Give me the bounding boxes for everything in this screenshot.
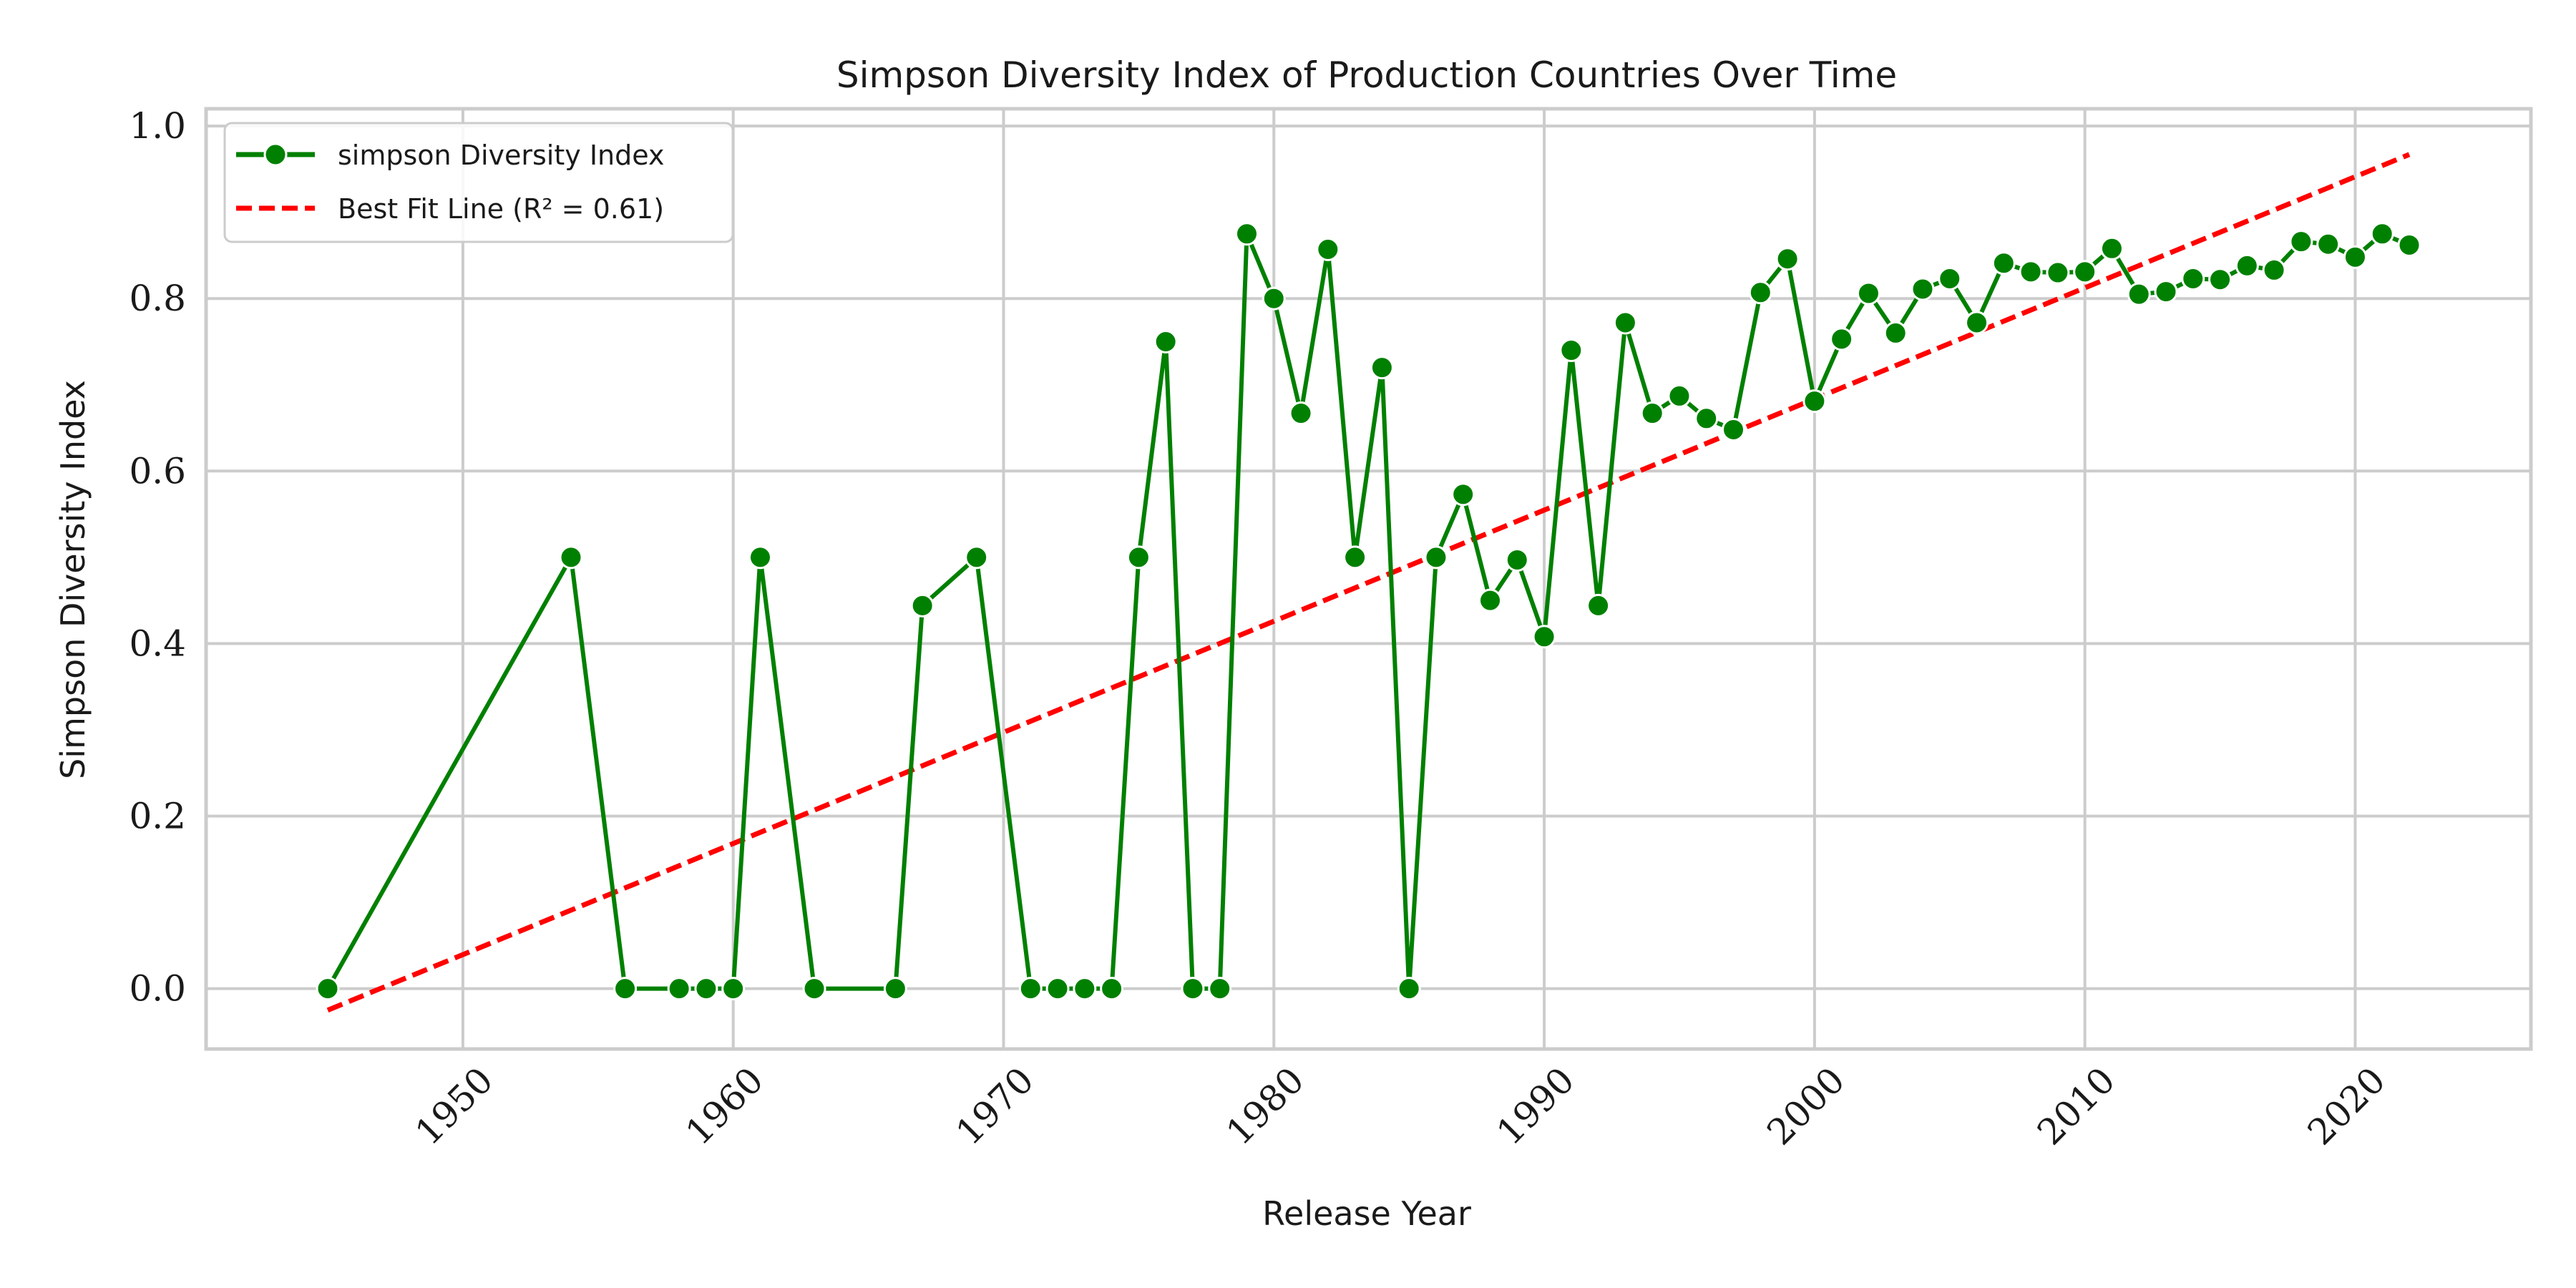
- data-point-2013: [2154, 280, 2178, 304]
- data-point-1990: [1532, 625, 1556, 649]
- data-point-1993: [1613, 311, 1637, 335]
- data-point-1981: [1289, 401, 1313, 426]
- plot-frame: [204, 107, 2533, 1051]
- data-point-1985: [1397, 977, 1421, 1001]
- data-point-1966: [883, 977, 907, 1001]
- data-point-2019: [2316, 232, 2341, 256]
- data-point-1992: [1586, 593, 1611, 618]
- data-point-2003: [1883, 321, 1908, 345]
- chart-title: Simpson Diversity Index of Production Co…: [836, 54, 1897, 96]
- data-point-2002: [1856, 281, 1880, 306]
- data-point-2010: [2073, 260, 2097, 284]
- data-point-1980: [1262, 286, 1286, 311]
- data-point-1972: [1045, 977, 1070, 1001]
- data-point-1956: [613, 977, 638, 1001]
- data-point-1975: [1126, 545, 1151, 570]
- data-point-2021: [2370, 222, 2394, 246]
- data-point-1958: [667, 977, 691, 1001]
- y-tick-labels: 0.0 0.2 0.4 0.6 0.8 1.0: [129, 105, 186, 1010]
- data-point-1963: [802, 977, 826, 1001]
- legend-box: [223, 122, 734, 243]
- data-point-1961: [748, 545, 772, 570]
- data-point-2005: [1938, 266, 1962, 291]
- data-point-2022: [2397, 233, 2421, 257]
- data-point-1977: [1181, 977, 1205, 1001]
- data-point-1973: [1073, 977, 1097, 1001]
- data-point-1988: [1478, 588, 1503, 613]
- data-point-2007: [1991, 251, 2016, 275]
- y-tick-label-0.6: 0.6: [129, 450, 186, 492]
- data-point-1999: [1775, 247, 1800, 271]
- data-point-1974: [1100, 977, 1124, 1001]
- data-point-1959: [694, 977, 718, 1001]
- data-point-2004: [1911, 277, 1935, 301]
- data-point-2018: [2289, 230, 2313, 254]
- data-point-1997: [1722, 417, 1746, 441]
- data-point-2006: [1965, 311, 1989, 335]
- data-point-1971: [1018, 977, 1043, 1001]
- data-point-2000: [1802, 389, 1827, 414]
- data-point-1969: [965, 545, 989, 570]
- legend: simpson Diversity Index Best Fit Line (R…: [223, 122, 734, 243]
- legend-label-fit: Best Fit Line (R² = 0.61): [338, 193, 664, 225]
- data-point-2014: [2181, 266, 2205, 291]
- plot-border: [204, 107, 2533, 1051]
- data-point-2001: [1830, 327, 1854, 351]
- y-tick-label-1.0: 1.0: [129, 105, 186, 147]
- data-point-1996: [1694, 406, 1719, 431]
- legend-marker-diversity: [263, 142, 288, 167]
- data-point-2017: [2262, 258, 2286, 282]
- data-point-1989: [1505, 547, 1529, 572]
- y-axis-label: Simpson Diversity Index: [54, 380, 92, 779]
- series-layer: [316, 222, 2421, 1001]
- data-point-1976: [1153, 329, 1178, 353]
- data-point-2012: [2127, 282, 2151, 306]
- data-point-2011: [2099, 236, 2124, 260]
- data-point-1983: [1343, 545, 1367, 570]
- y-tick-label-0.0: 0.0: [129, 968, 186, 1010]
- data-point-1986: [1424, 545, 1448, 570]
- y-tick-label-0.2: 0.2: [129, 796, 186, 837]
- x-axis-label: Release Year: [1262, 1194, 1471, 1233]
- data-point-1982: [1316, 237, 1340, 261]
- data-point-2020: [2343, 245, 2367, 269]
- y-tick-label-0.8: 0.8: [129, 278, 186, 319]
- best-fit-layer: [326, 152, 2411, 1013]
- data-point-1979: [1234, 222, 1259, 246]
- data-point-1994: [1640, 401, 1664, 426]
- data-point-1960: [721, 977, 746, 1001]
- data-point-1945: [316, 977, 340, 1001]
- data-point-1987: [1451, 482, 1475, 507]
- data-point-1984: [1370, 356, 1394, 380]
- data-point-1967: [910, 593, 935, 618]
- data-point-2016: [2235, 253, 2259, 278]
- data-point-1995: [1667, 384, 1692, 408]
- data-point-1991: [1559, 338, 1584, 363]
- data-point-1978: [1208, 977, 1232, 1001]
- data-point-2009: [2046, 260, 2070, 285]
- legend-label-diversity: simpson Diversity Index: [338, 140, 664, 171]
- y-tick-label-0.4: 0.4: [129, 623, 186, 664]
- data-point-1954: [559, 545, 583, 570]
- data-point-1998: [1748, 280, 1772, 305]
- data-point-2015: [2208, 268, 2233, 292]
- best-fit-line: [326, 152, 2411, 1013]
- data-point-2008: [2019, 260, 2043, 284]
